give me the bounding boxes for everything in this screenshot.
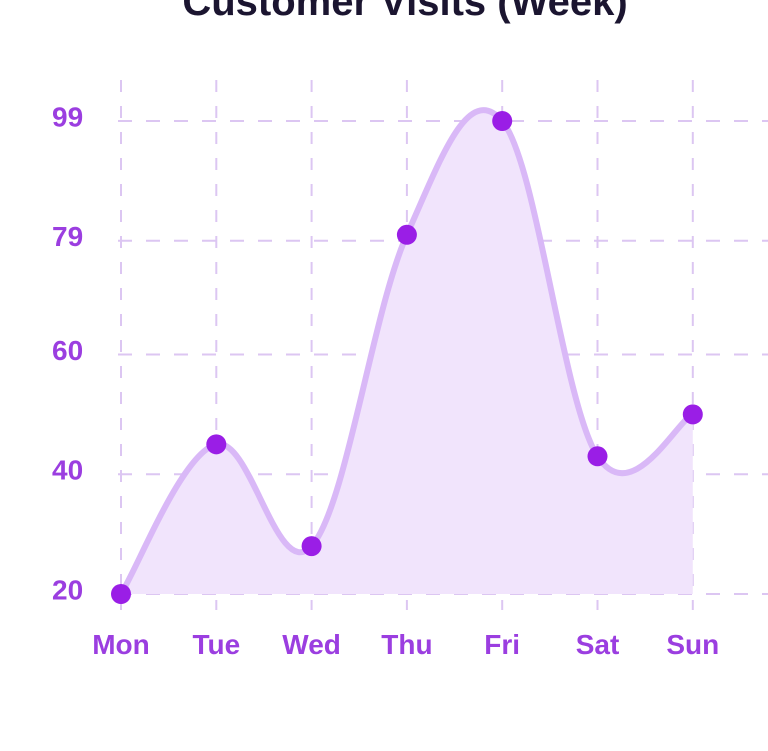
data-point-sat xyxy=(587,446,608,467)
x-tick-label-fri: Fri xyxy=(484,629,520,660)
y-tick-label-79: 79 xyxy=(52,221,83,252)
x-tick-label-sat: Sat xyxy=(576,629,620,660)
y-tick-label-40: 40 xyxy=(52,455,83,486)
data-point-sun xyxy=(682,404,703,425)
data-point-thu xyxy=(396,224,417,245)
y-tick-label-20: 20 xyxy=(52,574,83,605)
x-axis-ticks: Mon Tue Wed Thu Fri Sat Sun xyxy=(92,629,719,660)
data-point-mon xyxy=(111,584,131,604)
x-tick-label-wed: Wed xyxy=(282,629,341,660)
data-point-fri xyxy=(492,111,513,131)
x-tick-label-thu: Thu xyxy=(381,629,432,660)
x-tick-label-mon: Mon xyxy=(92,629,150,660)
y-tick-label-60: 60 xyxy=(52,335,83,366)
data-point-wed xyxy=(301,536,322,557)
area-fill xyxy=(121,110,693,595)
data-point-tue xyxy=(206,434,227,455)
y-tick-label-99: 99 xyxy=(52,101,83,132)
y-axis-ticks: 20 40 60 79 99 xyxy=(52,101,83,605)
x-tick-label-sun: Sun xyxy=(666,629,719,660)
x-tick-label-tue: Tue xyxy=(192,629,240,660)
data-points xyxy=(111,111,703,604)
chart-title: Customer Visits (Week) xyxy=(182,0,628,24)
